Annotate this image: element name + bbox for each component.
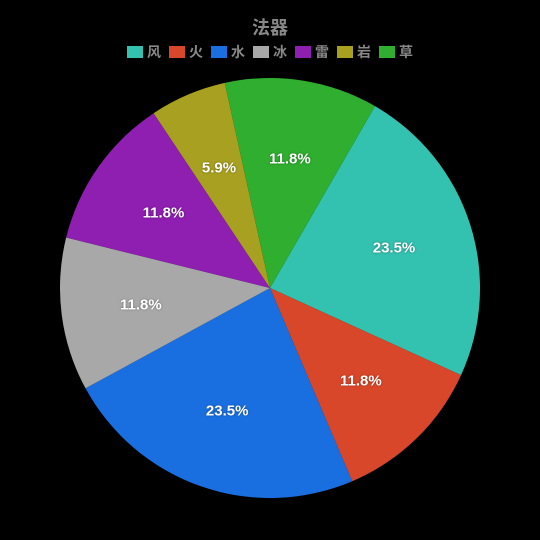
legend: 风火水冰雷岩草 bbox=[0, 42, 540, 62]
legend-swatch-fire bbox=[169, 46, 185, 58]
slice-label-elec: 11.8% bbox=[143, 205, 185, 222]
legend-item-water: 水 bbox=[211, 42, 245, 62]
slice-label-grass: 11.8% bbox=[269, 151, 311, 168]
pie-svg bbox=[60, 78, 480, 498]
legend-label-elec: 雷 bbox=[315, 42, 329, 62]
slice-label-fire: 11.8% bbox=[340, 373, 382, 390]
legend-label-rock: 岩 bbox=[357, 42, 371, 62]
legend-item-ice: 冰 bbox=[253, 42, 287, 62]
legend-swatch-wind bbox=[127, 46, 143, 58]
pie-area: 23.5% 11.8% 23.5% 11.8% 11.8% 5.9% 11.8% bbox=[60, 78, 480, 498]
legend-item-rock: 岩 bbox=[337, 42, 371, 62]
legend-item-fire: 火 bbox=[169, 42, 203, 62]
slice-label-rock: 5.9% bbox=[202, 160, 236, 177]
legend-item-elec: 雷 bbox=[295, 42, 329, 62]
legend-label-water: 水 bbox=[231, 42, 245, 62]
legend-label-ice: 冰 bbox=[273, 42, 287, 62]
legend-swatch-water bbox=[211, 46, 227, 58]
slice-label-water: 23.5% bbox=[206, 402, 249, 419]
legend-swatch-elec bbox=[295, 46, 311, 58]
legend-swatch-ice bbox=[253, 46, 269, 58]
legend-item-grass: 草 bbox=[379, 42, 413, 62]
pie-chart: 法器 风 火 水 冰 雷 岩 草 23.5% 11.8% 23.5% 11.8% 11.8% 5.9%… bbox=[0, 0, 540, 540]
legend-label-grass: 草 bbox=[399, 42, 413, 62]
slice-label-ice: 11.8% bbox=[120, 296, 162, 313]
legend-item-wind: 风 bbox=[127, 42, 161, 62]
chart-title: 法器 bbox=[0, 14, 540, 40]
legend-label-fire: 火 bbox=[189, 42, 203, 62]
legend-label-wind: 风 bbox=[147, 42, 161, 62]
legend-swatch-grass bbox=[379, 46, 395, 58]
slice-label-wind: 23.5% bbox=[373, 240, 416, 257]
legend-swatch-rock bbox=[337, 46, 353, 58]
